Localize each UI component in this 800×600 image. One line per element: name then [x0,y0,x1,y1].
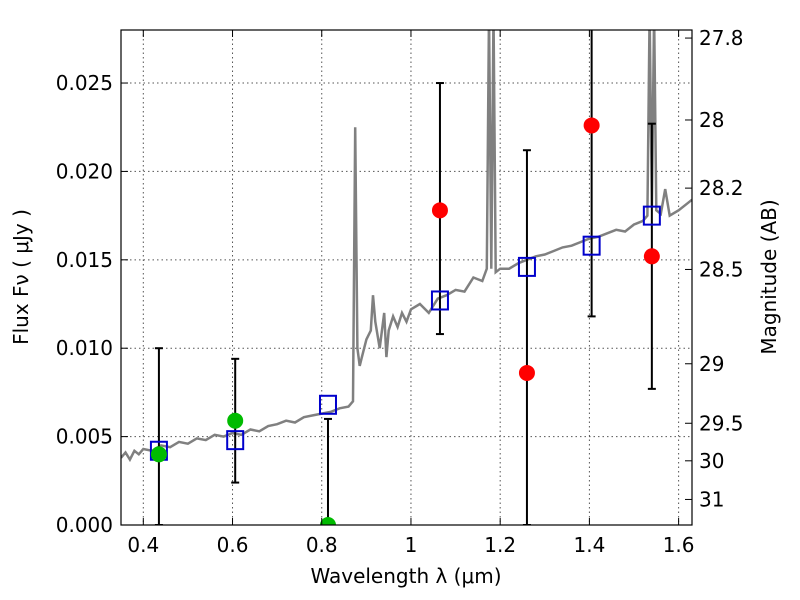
observed-flux-point [518,364,535,381]
x-tick-label: 0.6 [217,533,249,557]
observed-flux-point [319,517,336,525]
y2-tick-label: 28 [699,108,724,132]
y-tick-label: 0.020 [56,159,113,183]
y2-tick-label: 29.5 [699,411,744,435]
x-tick-label: 0.4 [127,533,159,557]
model-spectrum-line [121,30,692,463]
x-tick-label: 1.6 [663,533,695,557]
model-photometry-point [318,394,337,415]
plot-frame [120,29,693,526]
model-photometry-point [517,256,536,277]
y2-tick-label: 28.2 [699,176,744,200]
observed-flux-point [150,446,167,463]
x-tick-label: 1.2 [484,533,516,557]
axis-ticks: 0.4 0.6 0.8 1 1.2 1.4 1.6 0.000 0.005 0.010 0.015 0… [56,26,744,557]
x-axis-label: Wavelength λ (μm) [310,564,501,588]
y2-tick-label: 27.8 [699,26,744,50]
y2-tick-label: 29 [699,352,724,376]
x-tick-label: 1 [405,533,418,557]
y2-tick-label: 30 [699,449,724,473]
y2-tick-label: 31 [699,487,724,511]
observed-flux-point [643,248,660,265]
x-tick-label: 1.4 [573,533,605,557]
model-photometry-point [226,430,245,451]
y2-axis-label: Magnitude (AB) [757,199,781,354]
y-tick-label: 0.015 [56,248,113,272]
y2-tick-label: 28.5 [699,257,744,281]
error-bars [154,30,656,525]
x-tick-label: 0.8 [306,533,338,557]
y-tick-label: 0.000 [56,513,113,537]
grid-lines [121,30,692,526]
data-markers [149,117,661,525]
y-tick-label: 0.025 [56,71,113,95]
model-photometry-point [430,290,449,311]
y-tick-label: 0.005 [56,425,113,449]
y-tick-label: 0.010 [56,336,113,360]
observed-flux-point [431,202,448,219]
y-axis-label: Flux Fν ( μJy ) [9,209,33,345]
observed-flux-point [227,412,244,429]
model-photometry-point [582,235,601,256]
observed-flux-point [583,117,600,134]
model-photometry-point [642,205,661,226]
